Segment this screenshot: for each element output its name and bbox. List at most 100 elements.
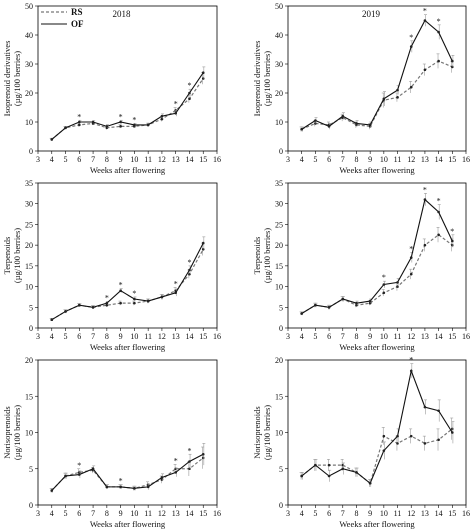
- data-point-of: [396, 434, 399, 438]
- data-point-of: [78, 303, 81, 307]
- y-tick-label: 25: [25, 220, 33, 229]
- data-point-of: [327, 125, 331, 128]
- data-point-of: [423, 198, 427, 201]
- y-axis-title-line: Norisoprenoids: [2, 406, 12, 458]
- x-axis-title: Weeks after flowering: [90, 519, 166, 529]
- significance-marker: *: [119, 112, 123, 121]
- data-point-of: [314, 119, 317, 122]
- series-line-of: [301, 198, 453, 314]
- x-tick-label: 13: [172, 509, 180, 518]
- data-point-rs: [423, 68, 427, 72]
- data-point-of: [105, 301, 109, 305]
- x-tick-label: 4: [50, 509, 54, 518]
- y-tick-label: 15: [25, 262, 33, 271]
- data-point-of: [437, 409, 440, 413]
- significance-marker: *: [423, 7, 427, 16]
- y-axis-title-line: (µg/100 berries): [262, 405, 272, 460]
- y-axis-title-line: Isoprenoid derivatives: [2, 41, 12, 117]
- y-tick-label: 0: [279, 324, 283, 333]
- y-tick-label: 20: [25, 89, 33, 98]
- x-tick-label: 5: [64, 332, 68, 341]
- x-tick-label: 3: [36, 332, 40, 341]
- data-point-rs: [396, 285, 399, 288]
- data-point-of: [188, 460, 191, 463]
- x-tick-label: 7: [91, 509, 95, 518]
- series-rs: [299, 53, 454, 132]
- x-tick-label: 5: [313, 509, 317, 518]
- x-axis-title: Weeks after flowering: [339, 165, 415, 175]
- series-of: [50, 66, 206, 141]
- y-tick-label: 20: [275, 241, 283, 250]
- plot-frame: [287, 182, 467, 329]
- y-tick-label: 30: [275, 200, 283, 209]
- data-point-of: [341, 467, 345, 471]
- data-point-rs: [201, 247, 205, 251]
- x-tick-label: 7: [91, 155, 95, 164]
- x-tick-label: 12: [158, 155, 166, 164]
- significance-marker: *: [187, 258, 191, 267]
- y-axis-title-line: Isoprenoid derivatives: [252, 41, 262, 117]
- y-tick-label: 30: [275, 60, 283, 69]
- x-axis-title: Weeks after flowering: [339, 519, 415, 529]
- significance-marker: *: [77, 461, 81, 470]
- series-rs: [49, 446, 205, 493]
- data-point-of: [160, 295, 164, 299]
- data-point-of: [409, 369, 413, 373]
- data-point-of: [119, 485, 122, 489]
- y-tick-label: 10: [275, 283, 283, 292]
- plot-frame: [37, 5, 218, 152]
- data-point-of: [201, 452, 205, 456]
- series-line-of: [51, 72, 204, 140]
- series-line-rs: [301, 428, 453, 485]
- x-tick-label: 7: [341, 509, 345, 518]
- x-tick-label: 16: [462, 155, 470, 164]
- data-point-rs: [119, 125, 122, 128]
- y-axis-title-line: (µg/100 berries): [12, 228, 22, 283]
- x-tick-label: 6: [77, 509, 81, 518]
- x-tick-label: 3: [286, 155, 290, 164]
- data-point-of: [451, 431, 454, 434]
- data-point-of: [341, 114, 345, 118]
- x-tick-label: 16: [213, 509, 221, 518]
- x-tick-label: 8: [105, 332, 109, 341]
- x-tick-label: 14: [185, 509, 193, 518]
- y-tick-label: 0: [29, 501, 33, 510]
- x-tick-label: 10: [130, 509, 138, 518]
- chart-panel-1: 3 4 5 6 7 8 9 10 11 12 13 14 15 16 0 10 20 30 40 50 Weeks af…: [2, 2, 221, 175]
- data-point-rs: [201, 456, 205, 460]
- data-point-of: [437, 210, 440, 214]
- data-point-rs: [382, 434, 386, 438]
- data-point-of: [91, 120, 95, 124]
- data-point-rs: [188, 467, 191, 471]
- significance-marker: *: [174, 456, 178, 465]
- data-point-of: [300, 474, 303, 478]
- y-tick-label: 0: [29, 147, 33, 156]
- x-tick-label: 6: [327, 509, 331, 518]
- y-tick-label: 20: [275, 356, 283, 365]
- data-point-of: [423, 405, 427, 409]
- significance-marker: *: [423, 185, 427, 194]
- y-tick-label: 5: [279, 303, 283, 312]
- x-tick-label: 13: [421, 332, 429, 341]
- significance-marker: *: [119, 281, 123, 290]
- x-tick-label: 15: [448, 509, 456, 518]
- x-tick-label: 4: [300, 155, 304, 164]
- x-tick-label: 7: [341, 332, 345, 341]
- data-point-of: [78, 473, 81, 476]
- data-point-of: [355, 471, 358, 474]
- significance-marker: *: [119, 477, 123, 486]
- x-tick-label: 13: [421, 155, 429, 164]
- significance-marker: *: [174, 279, 178, 288]
- y-axis-title: Terpenoids(µg/100 berries): [252, 228, 272, 283]
- y-tick-label: 15: [275, 262, 283, 271]
- y-tick-label: 5: [29, 303, 33, 312]
- data-point-of: [133, 123, 136, 127]
- data-point-of: [160, 476, 164, 479]
- data-point-of: [146, 123, 150, 127]
- x-tick-label: 12: [407, 332, 415, 341]
- data-point-of: [327, 305, 331, 309]
- x-tick-label: 14: [435, 332, 443, 341]
- series-line-rs: [51, 78, 204, 140]
- x-tick-label: 4: [50, 332, 54, 341]
